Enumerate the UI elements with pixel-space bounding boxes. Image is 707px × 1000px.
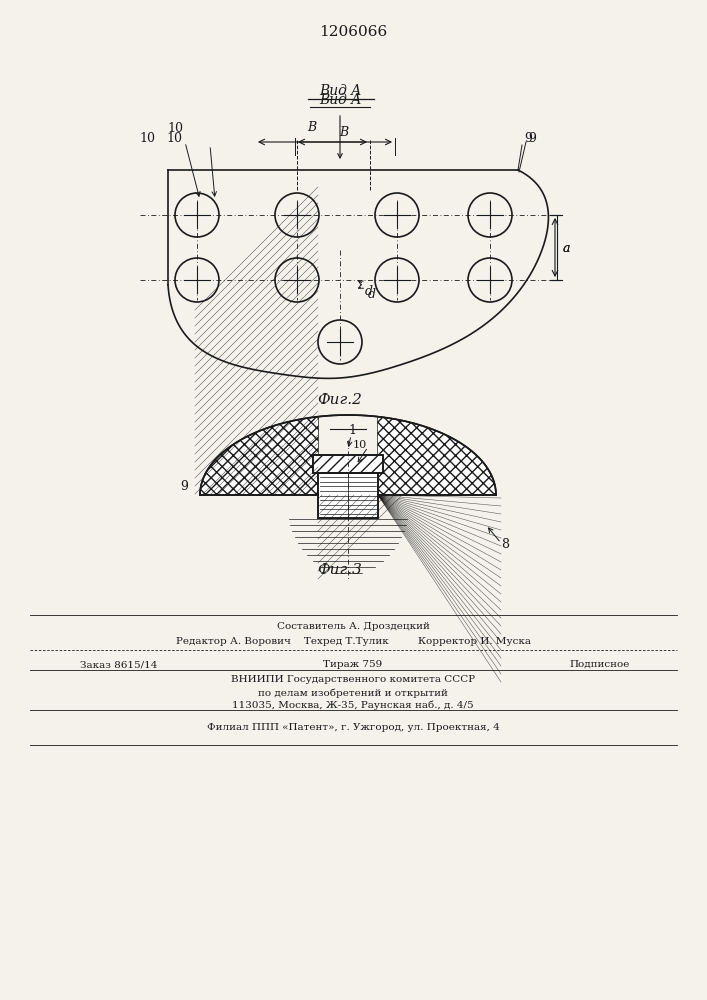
Text: 9: 9 xyxy=(528,131,536,144)
Text: B: B xyxy=(339,126,349,139)
Bar xyxy=(313,455,383,473)
Text: 10: 10 xyxy=(167,122,183,135)
Polygon shape xyxy=(378,417,496,495)
Text: d: d xyxy=(368,288,376,301)
Text: B: B xyxy=(308,121,317,134)
Text: по делам изобретений и открытий: по делам изобретений и открытий xyxy=(258,688,448,698)
Bar xyxy=(318,473,378,518)
Text: 9: 9 xyxy=(524,131,532,144)
Text: ВНИИПИ Государственного комитета СССР: ВНИИПИ Государственного комитета СССР xyxy=(231,675,475,684)
Text: 9: 9 xyxy=(180,481,188,493)
Text: Вид A: Вид A xyxy=(319,84,361,98)
Bar xyxy=(318,473,378,518)
Text: a: a xyxy=(563,241,571,254)
Text: 10: 10 xyxy=(353,440,367,450)
Text: 1206066: 1206066 xyxy=(319,25,387,39)
Text: a: a xyxy=(563,241,571,254)
Text: 113035, Москва, Ж-35, Раунская наб., д. 4/5: 113035, Москва, Ж-35, Раунская наб., д. … xyxy=(232,701,474,710)
Text: Подписное: Подписное xyxy=(570,660,630,669)
Text: d: d xyxy=(365,285,373,298)
Text: Фиг.3: Фиг.3 xyxy=(317,563,363,577)
Polygon shape xyxy=(200,417,319,495)
Text: Фиг.2: Фиг.2 xyxy=(317,393,363,407)
Text: Заказ 8615/14: Заказ 8615/14 xyxy=(80,660,158,669)
Text: 8: 8 xyxy=(501,538,509,552)
Text: Редактор А. Ворович    Техред Т.Тулик         Корректор И. Муска: Редактор А. Ворович Техред Т.Тулик Корре… xyxy=(175,637,530,646)
Bar xyxy=(313,455,383,473)
Text: 10: 10 xyxy=(166,131,182,144)
Text: Филиал ППП «Патент», г. Ужгород, ул. Проектная, 4: Филиал ППП «Патент», г. Ужгород, ул. Про… xyxy=(206,723,499,732)
Text: 10: 10 xyxy=(139,131,155,144)
Text: Вид A: Вид A xyxy=(319,93,361,107)
Text: Тираж 759: Тираж 759 xyxy=(323,660,382,669)
Text: Составитель А. Дроздецкий: Составитель А. Дроздецкий xyxy=(276,622,429,631)
Text: 1: 1 xyxy=(348,424,356,436)
